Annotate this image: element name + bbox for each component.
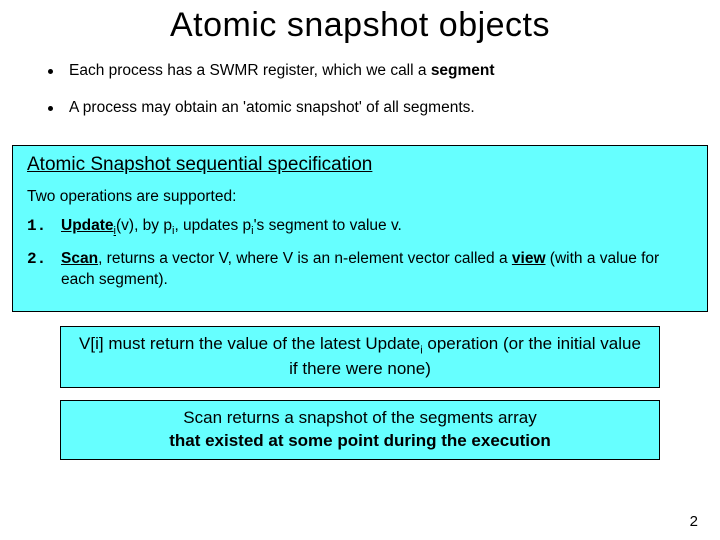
bullet-text: Each process has a SWMR register, which … bbox=[69, 61, 495, 82]
bullet-text: A process may obtain an 'atomic snapshot… bbox=[69, 98, 475, 119]
spec-num: 1. bbox=[27, 216, 61, 239]
bullet-dot-icon bbox=[48, 69, 53, 74]
spec-body: Updatei(v), by pi, updates pi's segment … bbox=[61, 216, 693, 239]
view-word: view bbox=[512, 250, 546, 267]
bullet-text-pre: Each process has a SWMR register, which … bbox=[69, 62, 431, 79]
spec-item-1: 1. Updatei(v), by pi, updates pi's segme… bbox=[27, 216, 693, 239]
bullet-item: Each process has a SWMR register, which … bbox=[48, 61, 690, 82]
spec-heading: Atomic Snapshot sequential specification bbox=[27, 154, 693, 176]
spec-box: Atomic Snapshot sequential specification… bbox=[12, 145, 708, 312]
op-text: (v), by p bbox=[116, 217, 172, 234]
spec-body: Scan, returns a vector V, where V is an … bbox=[61, 249, 693, 291]
spec-intro: Two operations are supported: bbox=[27, 188, 693, 206]
op-text: , returns a vector V, where V is an n-el… bbox=[98, 250, 512, 267]
note-box-1: V[i] must return the value of the latest… bbox=[60, 326, 660, 388]
note-box-2: Scan returns a snapshot of the segments … bbox=[60, 400, 660, 460]
bullet-list: Each process has a SWMR register, which … bbox=[0, 55, 720, 145]
bullet-text-bold: segment bbox=[431, 62, 495, 79]
page-number: 2 bbox=[690, 513, 698, 530]
note-text-bold: that existed at some point during the ex… bbox=[169, 431, 551, 450]
op-text: , updates p bbox=[174, 217, 251, 234]
slide-title: Atomic snapshot objects bbox=[0, 0, 720, 55]
spec-num: 2. bbox=[27, 249, 61, 291]
op-text: 's segment to value v. bbox=[254, 217, 402, 234]
spec-item-2: 2. Scan, returns a vector V, where V is … bbox=[27, 249, 693, 291]
bullet-dot-icon bbox=[48, 106, 53, 111]
note-text: Scan returns a snapshot of the segments … bbox=[183, 408, 536, 427]
note-text: V[i] must return the value of the latest… bbox=[79, 334, 420, 353]
bullet-item: A process may obtain an 'atomic snapshot… bbox=[48, 98, 690, 119]
op-name: Update bbox=[61, 217, 114, 234]
op-name: Scan bbox=[61, 250, 98, 267]
